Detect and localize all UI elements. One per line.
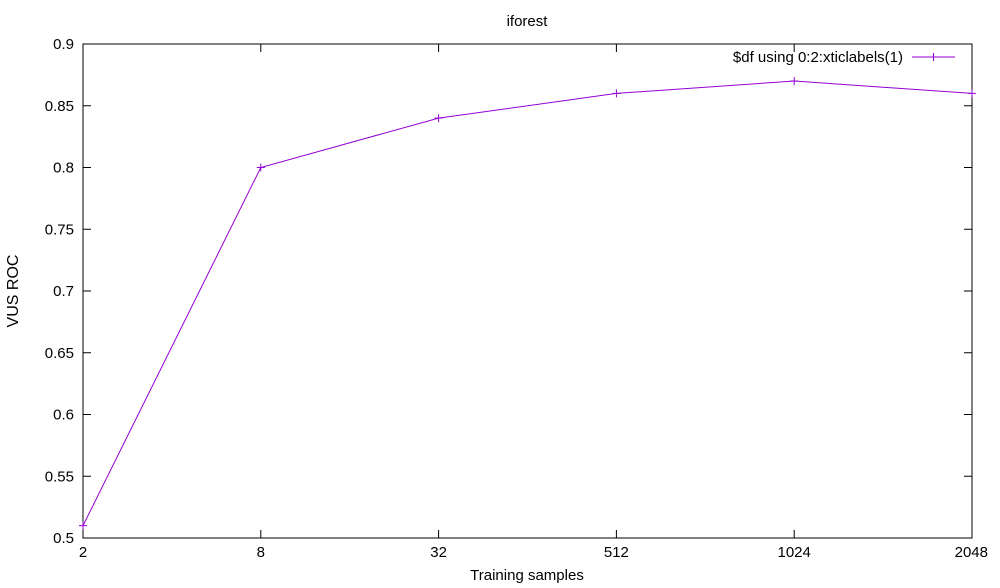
data-point bbox=[79, 521, 87, 530]
axis-ticks bbox=[82, 43, 973, 539]
y-tick-label: 0.85 bbox=[45, 98, 74, 115]
data-point bbox=[790, 77, 799, 86]
y-tick-label: 0.6 bbox=[53, 407, 74, 424]
legend: $df using 0:2:xticlabels(1) bbox=[733, 49, 955, 66]
y-tick-label: 0.8 bbox=[53, 160, 74, 177]
y-tick-label: 0.5 bbox=[53, 530, 74, 547]
data-point bbox=[256, 163, 265, 172]
series-line bbox=[82, 80, 973, 526]
y-tick-label: 0.65 bbox=[45, 345, 74, 362]
x-tick-label: 2048 bbox=[955, 544, 988, 561]
y-tick-label: 0.7 bbox=[53, 283, 74, 300]
data-point bbox=[612, 89, 621, 98]
series-layer bbox=[79, 77, 976, 530]
plot-border bbox=[82, 43, 973, 539]
data-point bbox=[968, 89, 976, 98]
x-tick-label: 1024 bbox=[778, 544, 811, 561]
chart-title: iforest bbox=[507, 13, 549, 30]
y-tick-label: 0.55 bbox=[45, 468, 74, 485]
y-tick-label: 0.9 bbox=[53, 36, 74, 53]
data-point bbox=[434, 114, 443, 123]
y-tick-label: 0.75 bbox=[45, 221, 74, 238]
y-axis-label: VUS ROC bbox=[5, 255, 22, 328]
x-tick-label: 8 bbox=[257, 544, 265, 561]
x-axis-label: Training samples bbox=[470, 567, 584, 584]
x-tick-label: 32 bbox=[430, 544, 447, 561]
axis-tick-labels: 0.5 0.55 0.6 0.65 0.7 0.75 0.8 0.85 0.9 2 8 32 512 10… bbox=[45, 36, 988, 561]
x-tick-label: 512 bbox=[604, 544, 629, 561]
x-tick-label: 2 bbox=[79, 544, 87, 561]
legend-marker bbox=[929, 53, 938, 61]
legend-label: $df using 0:2:xticlabels(1) bbox=[733, 49, 903, 66]
